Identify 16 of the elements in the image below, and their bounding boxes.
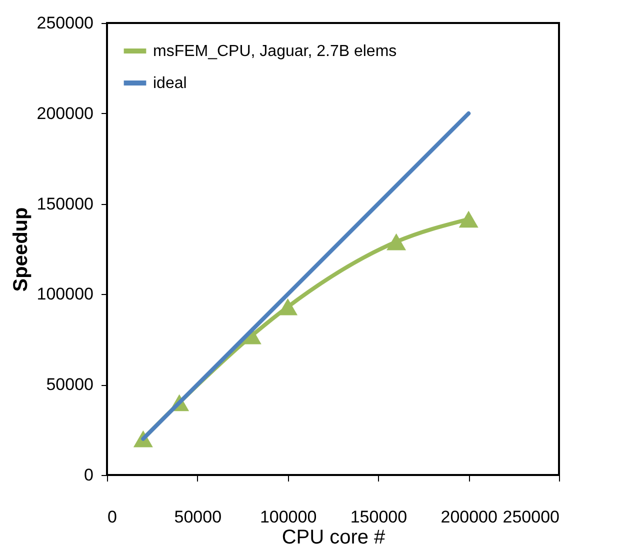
legend-label: msFEM_CPU, Jaguar, 2.7B elems [153,43,397,60]
y-tick-label: 100000 [36,284,94,304]
x-tick-label: 50000 [174,508,222,526]
y-tick-label: 250000 [36,14,94,32]
x-tick-label: 100000 [260,508,317,526]
x-tick-label: 0 [108,508,117,526]
y-tick-label: 50000 [46,375,94,394]
legend-label: ideal [153,75,187,92]
x-axis-title: CPU core # [282,526,386,548]
x-tick-label: 250000 [502,508,560,526]
y-tick-label: 200000 [36,104,94,123]
y-tick-label: 0 [84,466,94,484]
x-tick-label: 150000 [350,508,408,526]
x-tick-label: 200000 [440,508,498,526]
y-tick-label: 150000 [36,194,94,214]
y-axis-title: Speedup [10,207,32,292]
